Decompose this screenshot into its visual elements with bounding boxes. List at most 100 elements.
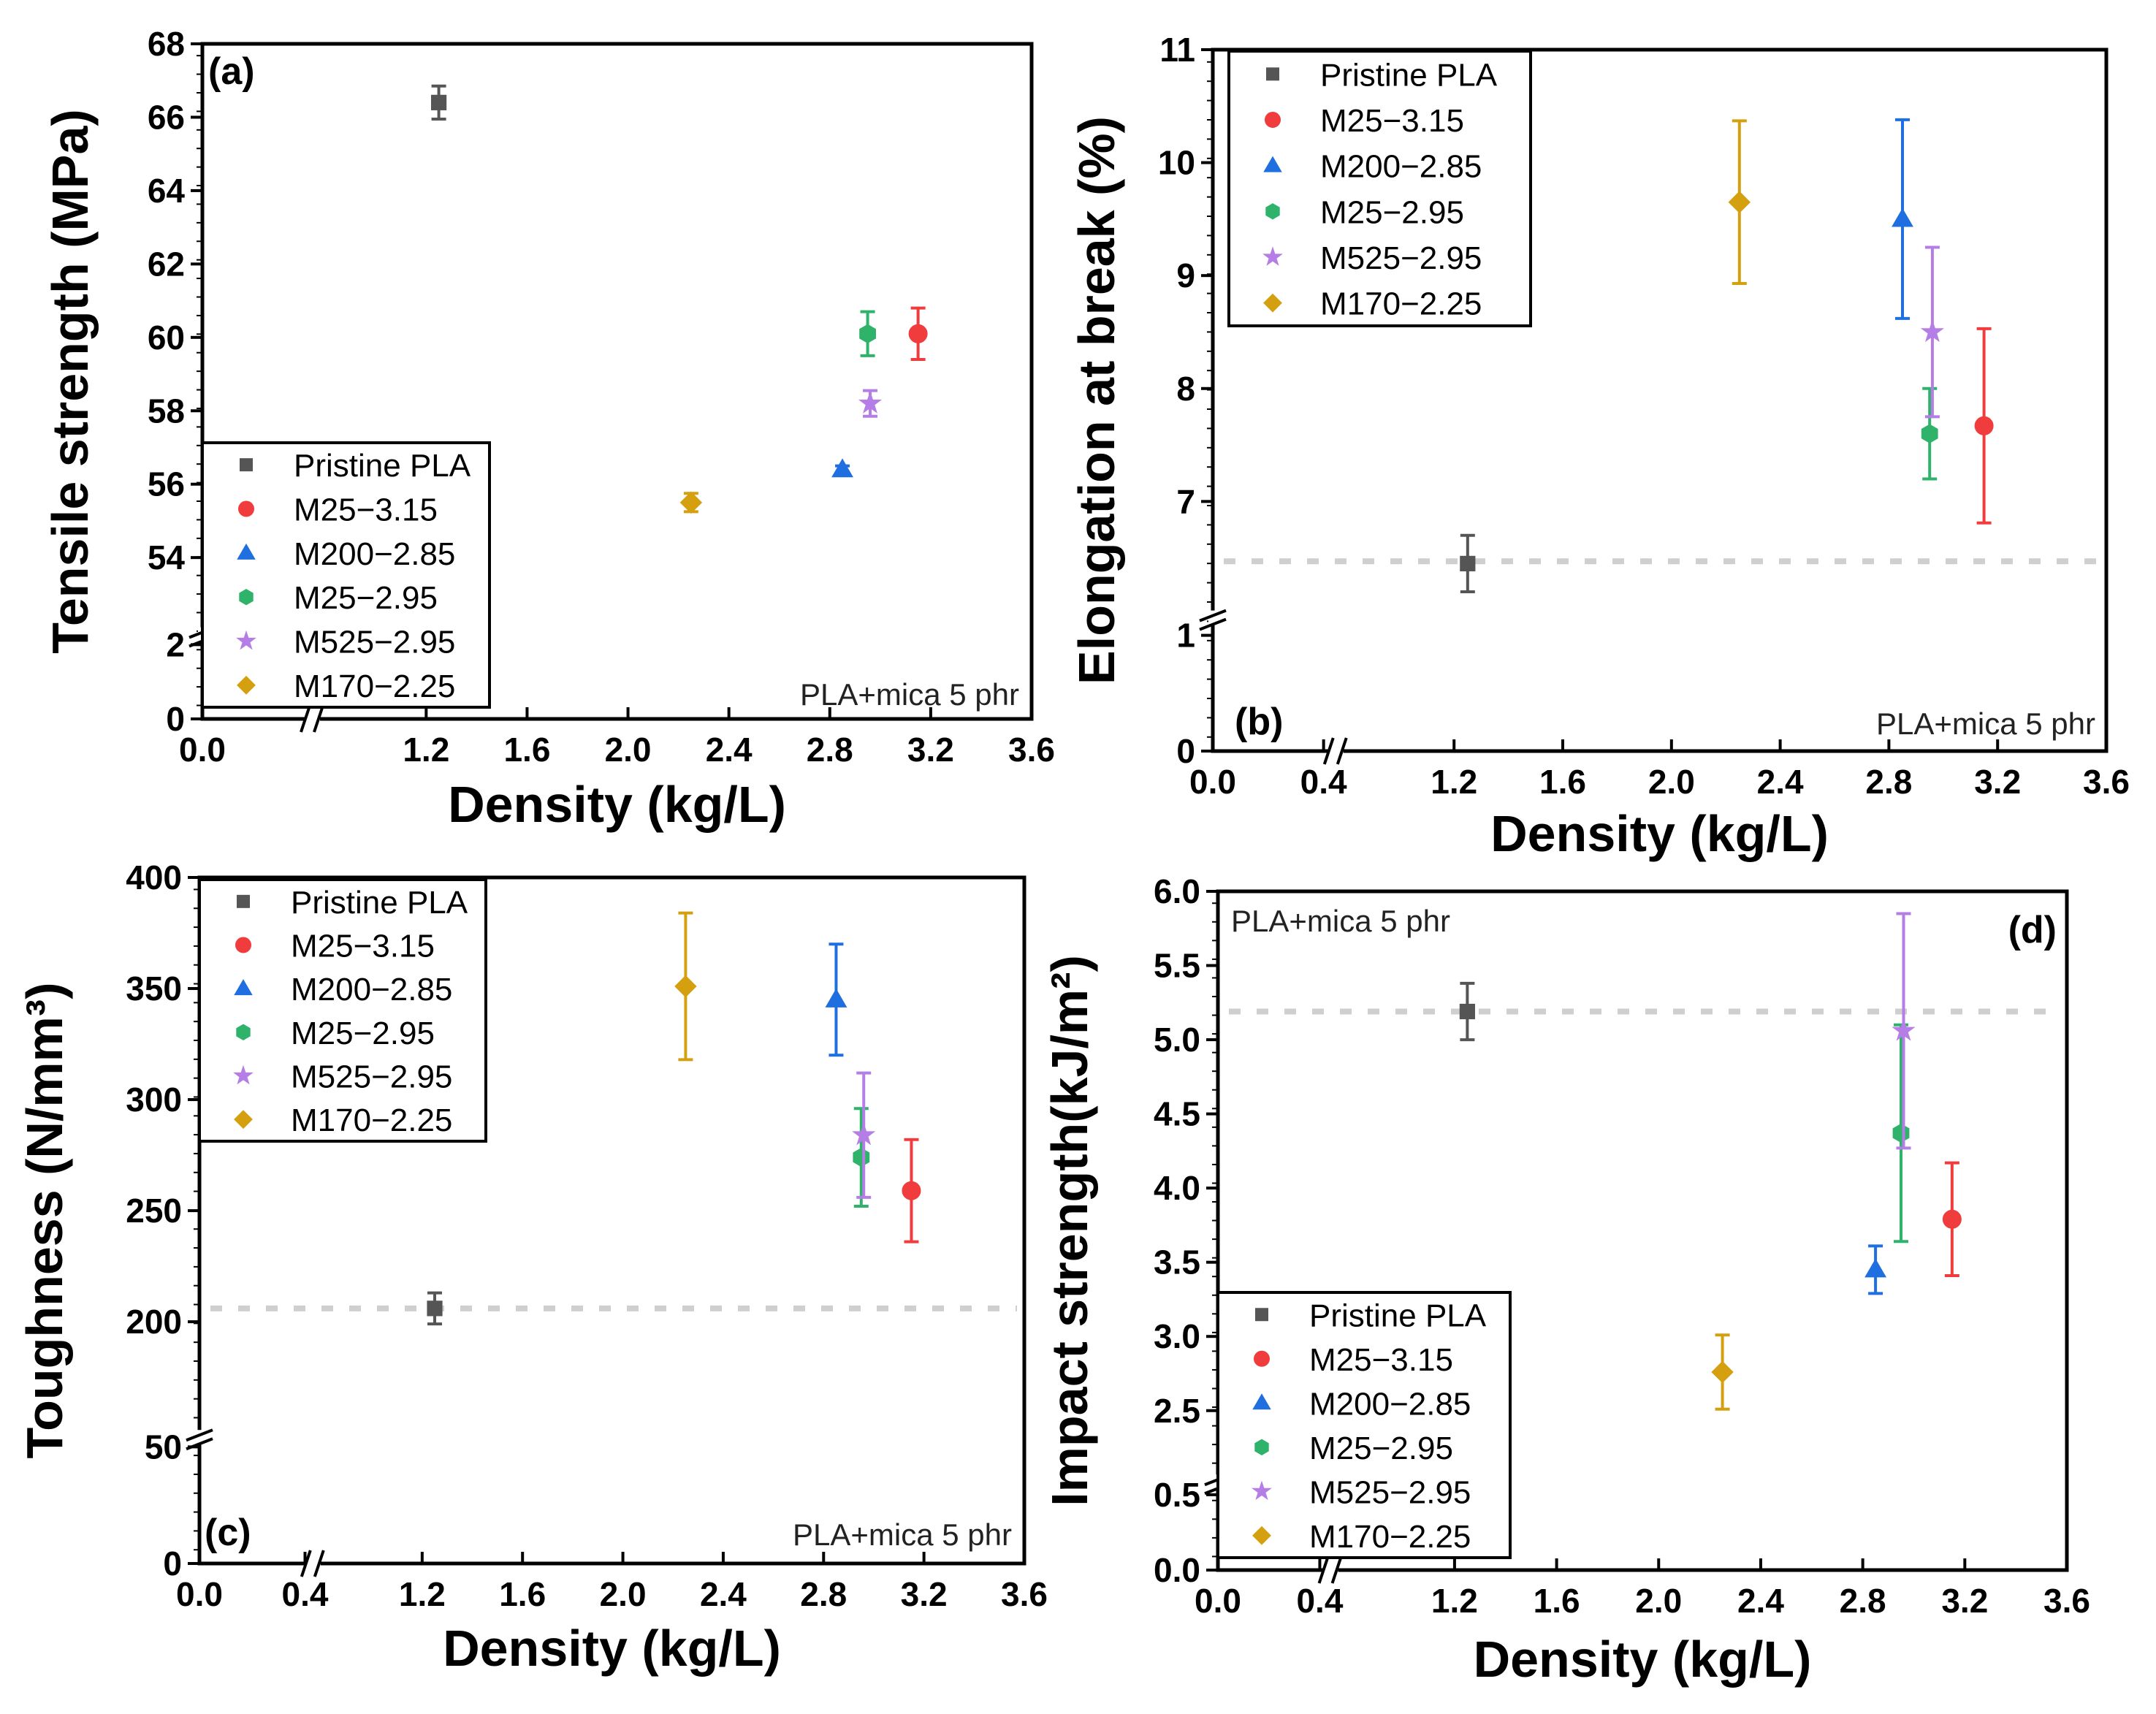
y-tick-label: 8: [1176, 370, 1195, 408]
triangle-marker: [825, 989, 847, 1008]
annotation-text: PLA+mica 5 phr: [793, 1517, 1012, 1552]
data-point-m25-2-95: [1921, 386, 1938, 481]
legend-circle-icon: [1254, 1350, 1270, 1367]
data-point-m25-2-95: [859, 310, 876, 357]
x-tick-label: 0.0: [1195, 1582, 1241, 1620]
plot-frame: [200, 42, 1034, 721]
legend-label: M170−2.25: [1309, 1519, 1471, 1555]
legend-label: M170−2.25: [291, 1102, 452, 1138]
data-point-m25-2-95: [853, 1107, 870, 1208]
x-axis-title: Density (kg/L): [448, 776, 786, 833]
x-tick-label: 1.2: [1431, 1582, 1478, 1620]
data-point-pristine-pla: [430, 84, 447, 121]
circle-marker: [1974, 416, 1994, 435]
y-axis-title: Elongation at break (%): [1068, 116, 1125, 685]
y-tick-label: 0: [1176, 732, 1195, 770]
x-tick-label: 0.4: [1296, 1582, 1343, 1620]
legend-label: M25−3.15: [1320, 103, 1464, 139]
legend-label: M170−2.25: [294, 669, 455, 704]
diamond-marker: [1711, 1360, 1734, 1384]
y-tick-label: 5.5: [1154, 947, 1200, 985]
star-marker: [858, 391, 883, 414]
data-point-m170-2-25: [1728, 119, 1751, 286]
x-tick-label: 1.6: [1539, 763, 1586, 801]
legend-label: M25−2.95: [291, 1016, 435, 1051]
legend-diamond-icon: [1252, 1526, 1271, 1545]
x-tick-label: 2.0: [1648, 763, 1695, 801]
y-tick-label: 4.0: [1154, 1169, 1200, 1207]
x-tick-label: 2.4: [706, 731, 753, 769]
legend-frame: [1216, 1291, 1512, 1559]
annotation-text: PLA+mica 5 phr: [1231, 904, 1450, 938]
data-point-pristine-pla: [1459, 981, 1475, 1042]
legend-square-icon: [237, 894, 250, 908]
y-tick-label: 4.5: [1154, 1095, 1200, 1133]
legend-label: M25−3.15: [1309, 1342, 1453, 1378]
y-tick-label: 10: [1158, 144, 1195, 182]
data-point-m25-3-15: [908, 306, 928, 361]
x-tick-label: 1.6: [499, 1575, 546, 1613]
y-tick-label: 3.0: [1154, 1317, 1200, 1355]
legend-hexagon-icon: [1254, 1439, 1269, 1455]
data-point-m200-2-85: [1864, 1244, 1887, 1295]
panel-label: (b): [1235, 701, 1283, 743]
panel-label: (a): [208, 50, 255, 93]
x-tick-label: 3.2: [1941, 1582, 1988, 1620]
diamond-marker: [1728, 191, 1751, 213]
y-axis-title: Toughness (N/mm³): [16, 982, 73, 1458]
data-point-m170-2-25: [679, 491, 703, 514]
y-tick-label: 68: [148, 25, 185, 63]
diamond-marker: [679, 491, 703, 514]
data-point-m25-2-95: [1892, 1023, 1910, 1243]
x-tick-label: 3.6: [2043, 1582, 2090, 1620]
x-tick-label: 0.0: [1189, 763, 1236, 801]
legend-triangle-icon: [1263, 156, 1282, 172]
y-tick-label: 6.0: [1154, 872, 1200, 910]
y-tick-label: 2.5: [1154, 1392, 1200, 1430]
x-tick-label: 1.2: [403, 731, 449, 769]
x-tick-label: 3.6: [1001, 1575, 1048, 1613]
y-tick-label: 66: [148, 98, 185, 136]
data-point-pristine-pla: [427, 1291, 443, 1326]
legend-triangle-icon: [237, 543, 256, 560]
y-tick-label: 0: [163, 1544, 182, 1582]
legend-star-icon: [1262, 246, 1283, 266]
hexagon-marker: [1921, 424, 1938, 443]
x-tick-label: 1.6: [503, 731, 550, 769]
legend-label: M25−3.15: [291, 929, 435, 964]
hexagon-marker: [859, 324, 876, 343]
triangle-marker: [1892, 207, 1913, 227]
data-point-m170-2-25: [1711, 1333, 1734, 1411]
data-point-m525-2-95: [1892, 912, 1916, 1150]
y-tick-label: 400: [126, 858, 182, 896]
legend-label: M25−3.15: [294, 492, 438, 528]
chart-panel-c: 0.0 0.4 1.2 1.6 2.0 2.4 2.8 3.2 3.6 0 50 200 250 300 3…: [16, 858, 1048, 1677]
circle-marker: [908, 324, 928, 343]
annotation-text: PLA+mica 5 phr: [1876, 706, 2095, 741]
y-tick-label: 250: [126, 1192, 182, 1230]
x-axis-title: Density (kg/L): [1474, 1631, 1812, 1688]
plot-frame: [197, 875, 1026, 1566]
legend-star-icon: [1252, 1480, 1272, 1501]
data-point-m25-3-15: [1974, 327, 1994, 525]
y-tick-label: 9: [1176, 256, 1195, 294]
y-tick-label: 62: [148, 245, 185, 283]
x-tick-label: 2.8: [1840, 1582, 1886, 1620]
data-point-m525-2-95: [852, 1071, 876, 1199]
data-point-m200-2-85: [1892, 118, 1913, 320]
x-tick-label: 0.4: [1300, 763, 1347, 801]
legend-triangle-icon: [1252, 1393, 1271, 1410]
y-tick-label: 54: [148, 538, 186, 576]
legend-label: M525−2.95: [291, 1059, 452, 1095]
x-tick-label: 3.6: [1008, 731, 1055, 769]
y-tick-label: 0.5: [1154, 1476, 1200, 1514]
star-marker: [1892, 1018, 1916, 1041]
legend-square-icon: [240, 458, 253, 472]
legend: Pristine PLA M25−3.15 M200−2.85 M25−2.95 M52…: [1227, 50, 1532, 327]
data-point-m525-2-95: [858, 389, 883, 418]
legend-frame: [1227, 50, 1532, 327]
x-axis-break-icon: [300, 1550, 325, 1577]
x-tick-label: 2.4: [1757, 763, 1804, 801]
data-point-m200-2-85: [831, 458, 853, 478]
x-tick-label: 3.2: [907, 731, 954, 769]
